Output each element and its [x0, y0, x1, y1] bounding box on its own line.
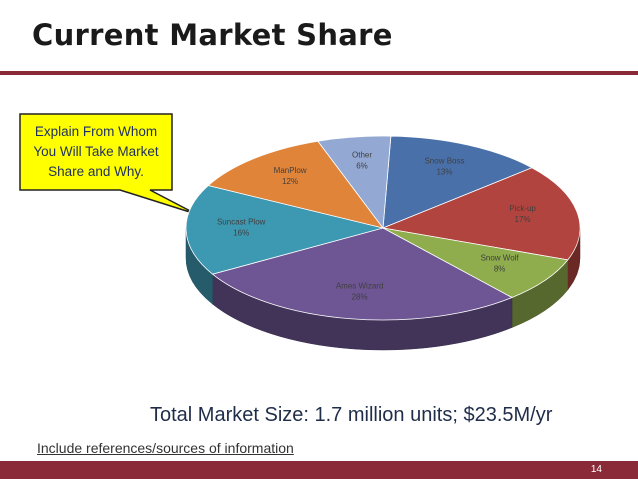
slice: [211, 227, 513, 321]
slice: [317, 135, 392, 230]
slide-title: Current Market Share: [32, 18, 393, 52]
footer-bar: [0, 461, 638, 479]
summary: Total Market Size: 1.7 million units; $2…: [150, 404, 553, 426]
slice-label: Suncast Plow: [217, 218, 266, 227]
slice-value-label: 6%: [356, 161, 368, 170]
slice-value-label: 28%: [352, 292, 368, 301]
slice: [185, 185, 384, 275]
slice-value-label: 8%: [494, 265, 506, 274]
slice-label: Other: [352, 150, 372, 159]
slice-value-label: 13%: [436, 167, 452, 176]
slice-label: Snow Boss: [424, 156, 464, 165]
callout-text: Explain From Whom You Will Take Market S…: [33, 124, 159, 179]
references: Include references/sources of informatio…: [37, 440, 294, 456]
slice-label: Ames Wizard: [336, 281, 384, 290]
slice: [207, 140, 384, 229]
slice-value-label: 16%: [233, 229, 249, 238]
slice: [382, 135, 533, 229]
slice: [381, 167, 581, 261]
slice-label: Snow Wolf: [481, 254, 520, 263]
slice-value-label: 12%: [282, 177, 298, 186]
callout-box: [19, 113, 197, 215]
slice-label: Pick-up: [509, 204, 536, 213]
slice-label: ManPlow: [274, 166, 307, 175]
slice-value-label: 17%: [515, 215, 531, 224]
title-rule: [0, 71, 638, 75]
slice: [382, 227, 569, 298]
page-number: 14: [590, 464, 602, 475]
